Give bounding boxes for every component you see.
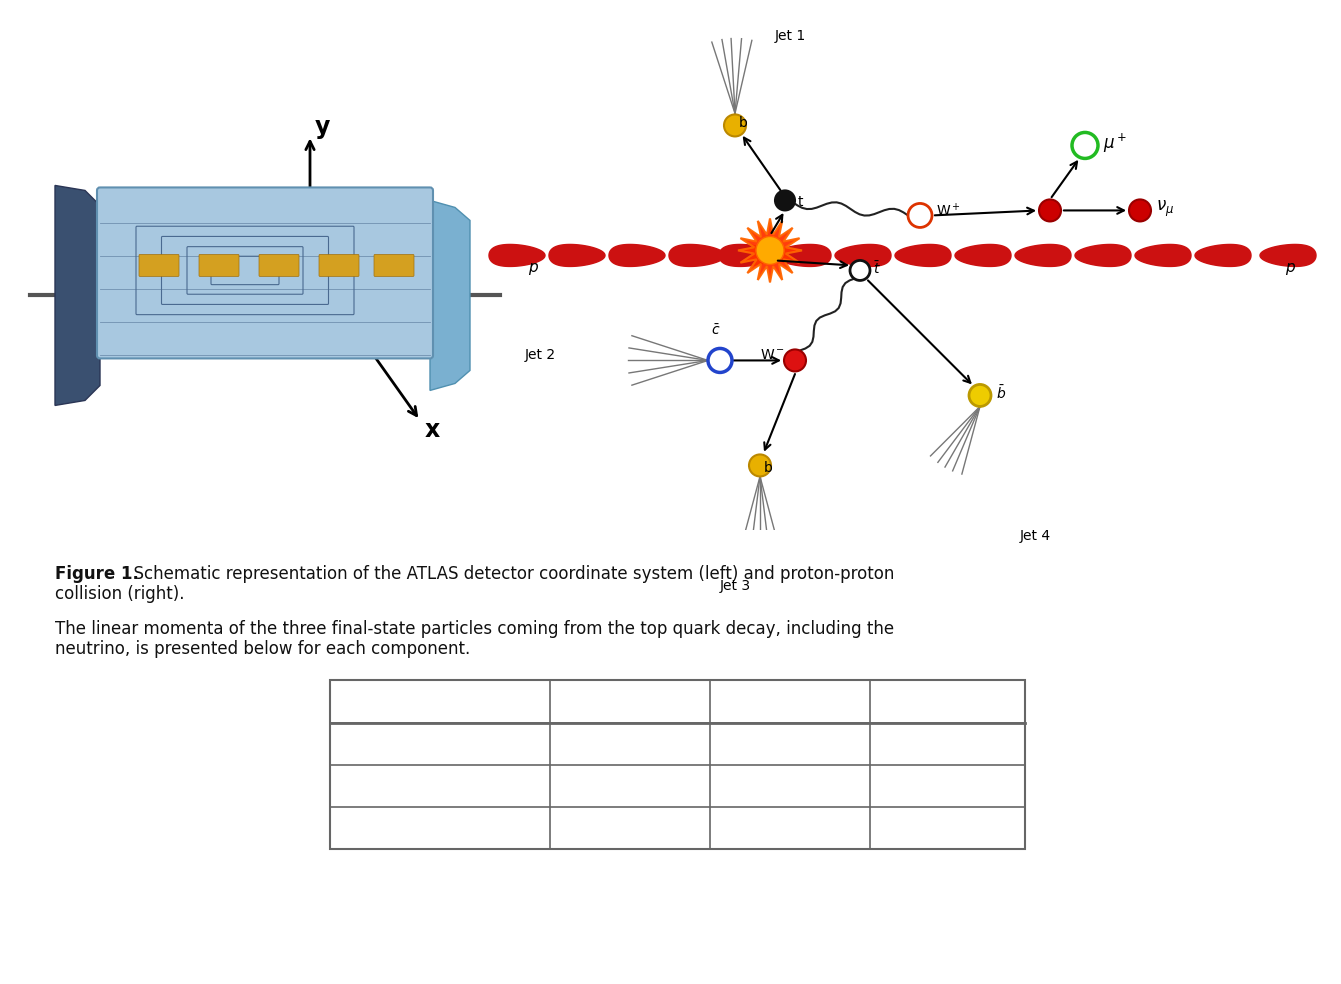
FancyBboxPatch shape	[259, 255, 299, 277]
Text: neutrino, is presented below for each component.: neutrino, is presented below for each co…	[55, 641, 471, 658]
Circle shape	[750, 455, 771, 476]
Polygon shape	[55, 185, 101, 405]
Text: Jet 2: Jet 2	[524, 348, 557, 362]
Polygon shape	[719, 244, 775, 267]
Text: Particle: Particle	[345, 693, 406, 710]
Text: collision (right).: collision (right).	[55, 585, 185, 603]
Polygon shape	[835, 244, 890, 267]
Text: $p_x$ (GeV/$c$): $p_x$ (GeV/$c$)	[587, 691, 673, 712]
Polygon shape	[430, 201, 469, 391]
Text: Schematic representation of the ATLAS detector coordinate system (left) and prot: Schematic representation of the ATLAS de…	[123, 565, 894, 584]
Circle shape	[1129, 200, 1151, 221]
Text: W$^+$: W$^+$	[936, 202, 960, 219]
Polygon shape	[609, 244, 665, 267]
Text: $-104.1$: $-104.1$	[599, 819, 661, 836]
Text: $\bar{c}$: $\bar{c}$	[711, 324, 720, 338]
Circle shape	[784, 349, 806, 371]
Text: Jet 3: Jet 3	[719, 580, 751, 593]
Text: p: p	[528, 261, 538, 276]
Circle shape	[756, 236, 784, 265]
FancyBboxPatch shape	[319, 255, 359, 277]
Text: jet 1 ($j_1$): jet 1 ($j_1$)	[345, 774, 414, 797]
Polygon shape	[548, 244, 605, 267]
FancyBboxPatch shape	[97, 187, 433, 358]
Polygon shape	[955, 244, 1011, 267]
Circle shape	[1039, 200, 1061, 221]
Text: b: b	[764, 461, 772, 475]
Text: $\nu_\mu$: $\nu_\mu$	[1156, 199, 1175, 218]
Polygon shape	[1015, 244, 1071, 267]
Polygon shape	[1075, 244, 1130, 267]
Text: $\bar{t}$: $\bar{t}$	[873, 260, 881, 277]
Text: b: b	[739, 116, 748, 131]
Text: z: z	[101, 293, 114, 318]
Text: t: t	[798, 196, 803, 210]
FancyBboxPatch shape	[198, 255, 239, 277]
Polygon shape	[738, 218, 802, 282]
Text: $-14.2$: $-14.2$	[605, 776, 656, 795]
FancyBboxPatch shape	[374, 255, 414, 277]
Polygon shape	[489, 244, 544, 267]
Text: $-12.4$: $-12.4$	[921, 735, 974, 753]
Text: y: y	[315, 115, 330, 140]
Text: W$^-$: W$^-$	[760, 348, 784, 362]
FancyBboxPatch shape	[139, 255, 178, 277]
Polygon shape	[1134, 244, 1191, 267]
Text: The linear momenta of the three final-state particles coming from the top quark : The linear momenta of the three final-st…	[55, 620, 894, 639]
Text: ---: ---	[939, 819, 956, 836]
Text: $+50.1$: $+50.1$	[764, 776, 815, 795]
Bar	[330, 681, 1025, 849]
Text: $-24.7$: $-24.7$	[605, 735, 656, 753]
Circle shape	[1071, 133, 1098, 158]
Polygon shape	[1195, 244, 1251, 267]
Text: $+94.1$: $+94.1$	[921, 776, 974, 795]
Text: $-24.9$: $-24.9$	[764, 735, 815, 753]
Text: Figure 1.: Figure 1.	[55, 565, 139, 584]
Circle shape	[850, 261, 870, 280]
Text: $p_y$ (GeV/$c$): $p_y$ (GeV/$c$)	[747, 690, 833, 713]
Text: $+5.3$: $+5.3$	[770, 819, 810, 836]
Circle shape	[908, 204, 932, 227]
Text: x: x	[425, 418, 440, 443]
Circle shape	[970, 385, 991, 406]
Polygon shape	[1261, 244, 1316, 267]
Circle shape	[708, 348, 732, 372]
Text: $p_z$ (GeV/$c$): $p_z$ (GeV/$c$)	[905, 691, 990, 712]
Polygon shape	[894, 244, 951, 267]
Text: $\bar{b}$: $\bar{b}$	[996, 385, 1006, 402]
Circle shape	[775, 191, 795, 211]
Text: Jet 1: Jet 1	[775, 30, 806, 43]
Text: p: p	[1285, 261, 1294, 276]
Circle shape	[724, 114, 746, 137]
Text: Jet 4: Jet 4	[1021, 529, 1051, 543]
Text: anti-muon ($\mu^+$): anti-muon ($\mu^+$)	[345, 732, 475, 755]
Polygon shape	[669, 244, 725, 267]
Text: neutrino ($\nu$): neutrino ($\nu$)	[345, 818, 443, 837]
Text: $\mu^+$: $\mu^+$	[1104, 132, 1128, 155]
Polygon shape	[775, 244, 831, 267]
